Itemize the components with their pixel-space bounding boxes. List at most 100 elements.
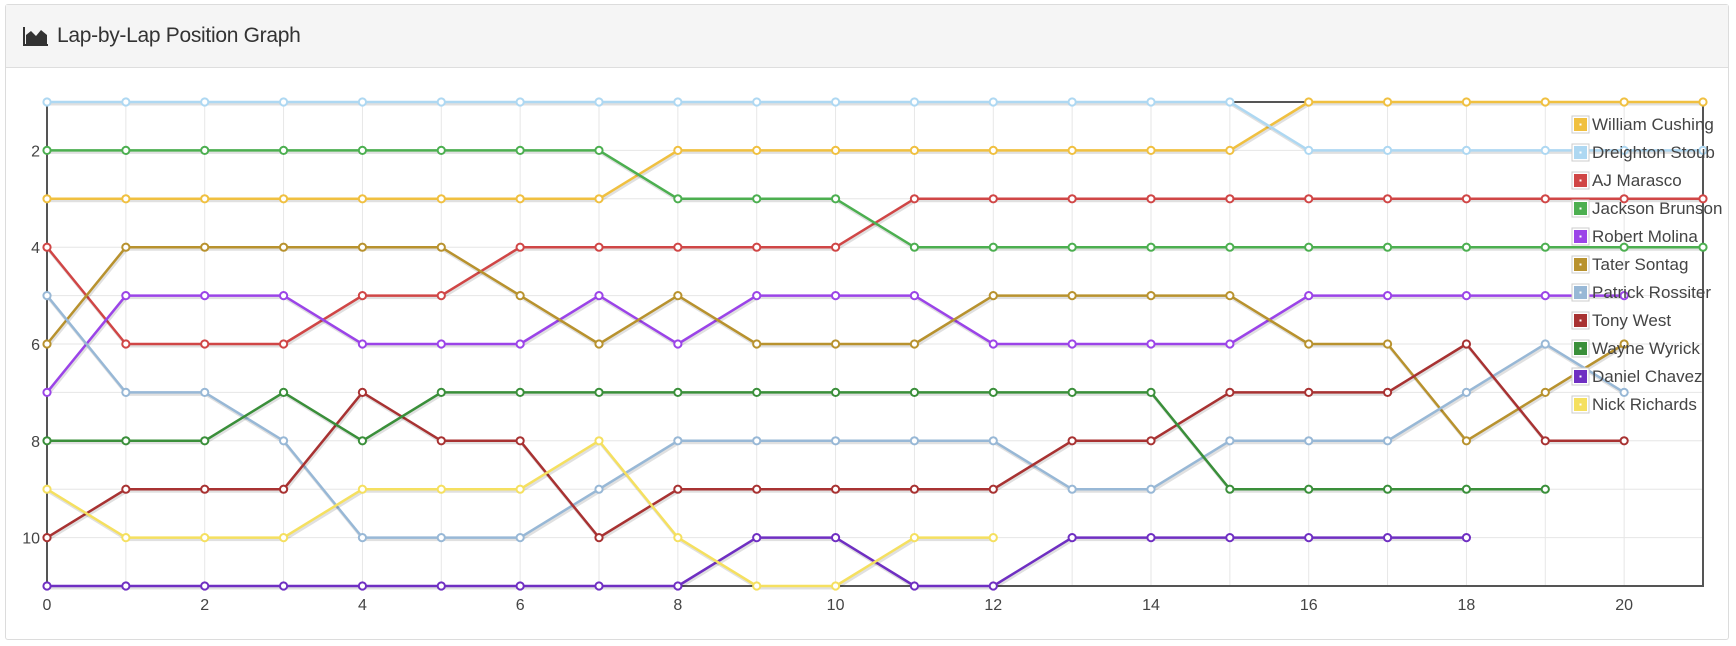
series-point — [200, 194, 210, 204]
series-point — [909, 97, 920, 107]
x-tick-label: 10 — [827, 597, 845, 614]
series-point — [357, 484, 368, 494]
series-point — [278, 387, 289, 397]
series-point — [278, 145, 289, 155]
series-point — [673, 533, 683, 543]
series-point — [1382, 97, 1393, 107]
series-point — [1225, 484, 1235, 494]
series-line — [47, 149, 1703, 249]
series-point — [1067, 436, 1077, 446]
series-point — [1225, 242, 1235, 252]
area-chart-icon — [23, 27, 48, 46]
series-point — [121, 339, 131, 349]
series-point — [830, 97, 841, 107]
series-point — [1461, 339, 1472, 349]
series-point — [673, 97, 683, 107]
series-point — [121, 581, 131, 591]
series-point — [594, 242, 604, 252]
series-point — [1067, 242, 1077, 252]
panel-heading: Lap-by-Lap Position Graph — [6, 5, 1728, 68]
series-point — [357, 97, 368, 107]
series-point — [988, 387, 998, 397]
series-point — [1698, 194, 1708, 204]
series-point — [1461, 194, 1472, 204]
series-point — [42, 145, 52, 155]
series-point — [1619, 387, 1629, 397]
series-shadow — [48, 102, 1704, 203]
series-point — [830, 291, 841, 301]
legend-label: Tony West — [1592, 311, 1671, 330]
series-point — [278, 242, 289, 252]
series-point — [1304, 339, 1314, 349]
series-point — [436, 97, 446, 107]
x-tick-label: 0 — [43, 597, 52, 614]
legend-label: William Cushing — [1592, 115, 1714, 134]
series-point — [988, 436, 998, 446]
series-point — [988, 533, 998, 543]
series-point — [1067, 387, 1077, 397]
series-point — [515, 97, 525, 107]
series-point — [1540, 145, 1550, 155]
series-point — [42, 436, 52, 446]
series-point — [909, 291, 920, 301]
series-point — [1382, 436, 1393, 446]
series-point — [1540, 339, 1550, 349]
series-point — [752, 339, 762, 349]
series-point — [752, 533, 762, 543]
series-point — [1540, 387, 1550, 397]
series-point — [673, 145, 683, 155]
series-point — [200, 533, 210, 543]
series-point — [42, 387, 52, 397]
series-point — [1540, 194, 1550, 204]
series-point — [673, 484, 683, 494]
series-point — [1146, 145, 1156, 155]
series-point — [752, 194, 762, 204]
series-point — [121, 145, 131, 155]
series-point — [42, 339, 52, 349]
series-point — [1461, 436, 1472, 446]
series-point — [515, 484, 525, 494]
series-shadow — [48, 102, 1704, 154]
series-point — [1146, 533, 1156, 543]
series-point — [357, 194, 368, 204]
y-tick-label: 8 — [31, 434, 40, 451]
series-point — [1382, 194, 1393, 204]
series-point — [752, 387, 762, 397]
series-point — [436, 291, 446, 301]
panel-title: Lap-by-Lap Position Graph — [57, 24, 301, 47]
series-point — [357, 533, 368, 543]
series-point — [436, 387, 446, 397]
series-point — [42, 291, 52, 301]
series-point — [988, 97, 998, 107]
series-point — [1067, 339, 1077, 349]
series-point — [1225, 97, 1235, 107]
series-point — [830, 581, 841, 591]
x-tick-label: 20 — [1615, 597, 1633, 614]
x-tick-label: 16 — [1300, 597, 1318, 614]
legend-swatch-dot — [1579, 179, 1582, 182]
series-point — [594, 291, 604, 301]
series-point — [1304, 291, 1314, 301]
series-point — [1304, 194, 1314, 204]
series-point — [1698, 97, 1708, 107]
series-point — [830, 194, 841, 204]
series-point — [436, 194, 446, 204]
series-point — [200, 387, 210, 397]
legend-label: Robert Molina — [1592, 227, 1698, 246]
series-point — [673, 242, 683, 252]
legend-label: Dreighton Stoub — [1592, 143, 1715, 162]
series-point — [1461, 97, 1472, 107]
series-point — [1067, 291, 1077, 301]
legend-label: Wayne Wyrick — [1592, 339, 1700, 358]
series-point — [1304, 242, 1314, 252]
series-point — [42, 194, 52, 204]
series-point — [988, 242, 998, 252]
series-point — [752, 484, 762, 494]
series-point — [121, 436, 131, 446]
legend-swatch-dot — [1579, 235, 1582, 238]
series-point — [515, 194, 525, 204]
series-point — [909, 581, 920, 591]
series-point — [515, 533, 525, 543]
series-point — [436, 533, 446, 543]
series-point — [1067, 194, 1077, 204]
